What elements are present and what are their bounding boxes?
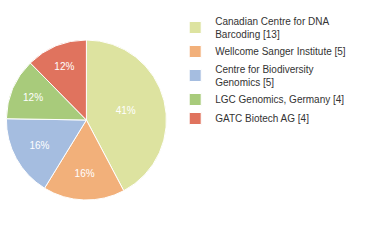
svg-text:16%: 16% — [29, 140, 49, 151]
svg-text:12%: 12% — [54, 61, 74, 72]
svg-text:LGC Genomics, Germany [4]: LGC Genomics, Germany [4] — [215, 94, 344, 105]
svg-text:12%: 12% — [23, 92, 43, 103]
svg-text:Centre for BiodiversityGenomic: Centre for BiodiversityGenomics [5] — [215, 64, 313, 88]
svg-text:Canadian Centre for DNABarcodi: Canadian Centre for DNABarcoding [13] — [215, 16, 329, 40]
svg-text:GATC Biotech AG [4]: GATC Biotech AG [4] — [215, 113, 309, 124]
svg-text:Wellcome Sanger Institute [5]: Wellcome Sanger Institute [5] — [215, 46, 346, 57]
svg-text:41%: 41% — [116, 105, 136, 116]
svg-text:16%: 16% — [75, 168, 95, 179]
